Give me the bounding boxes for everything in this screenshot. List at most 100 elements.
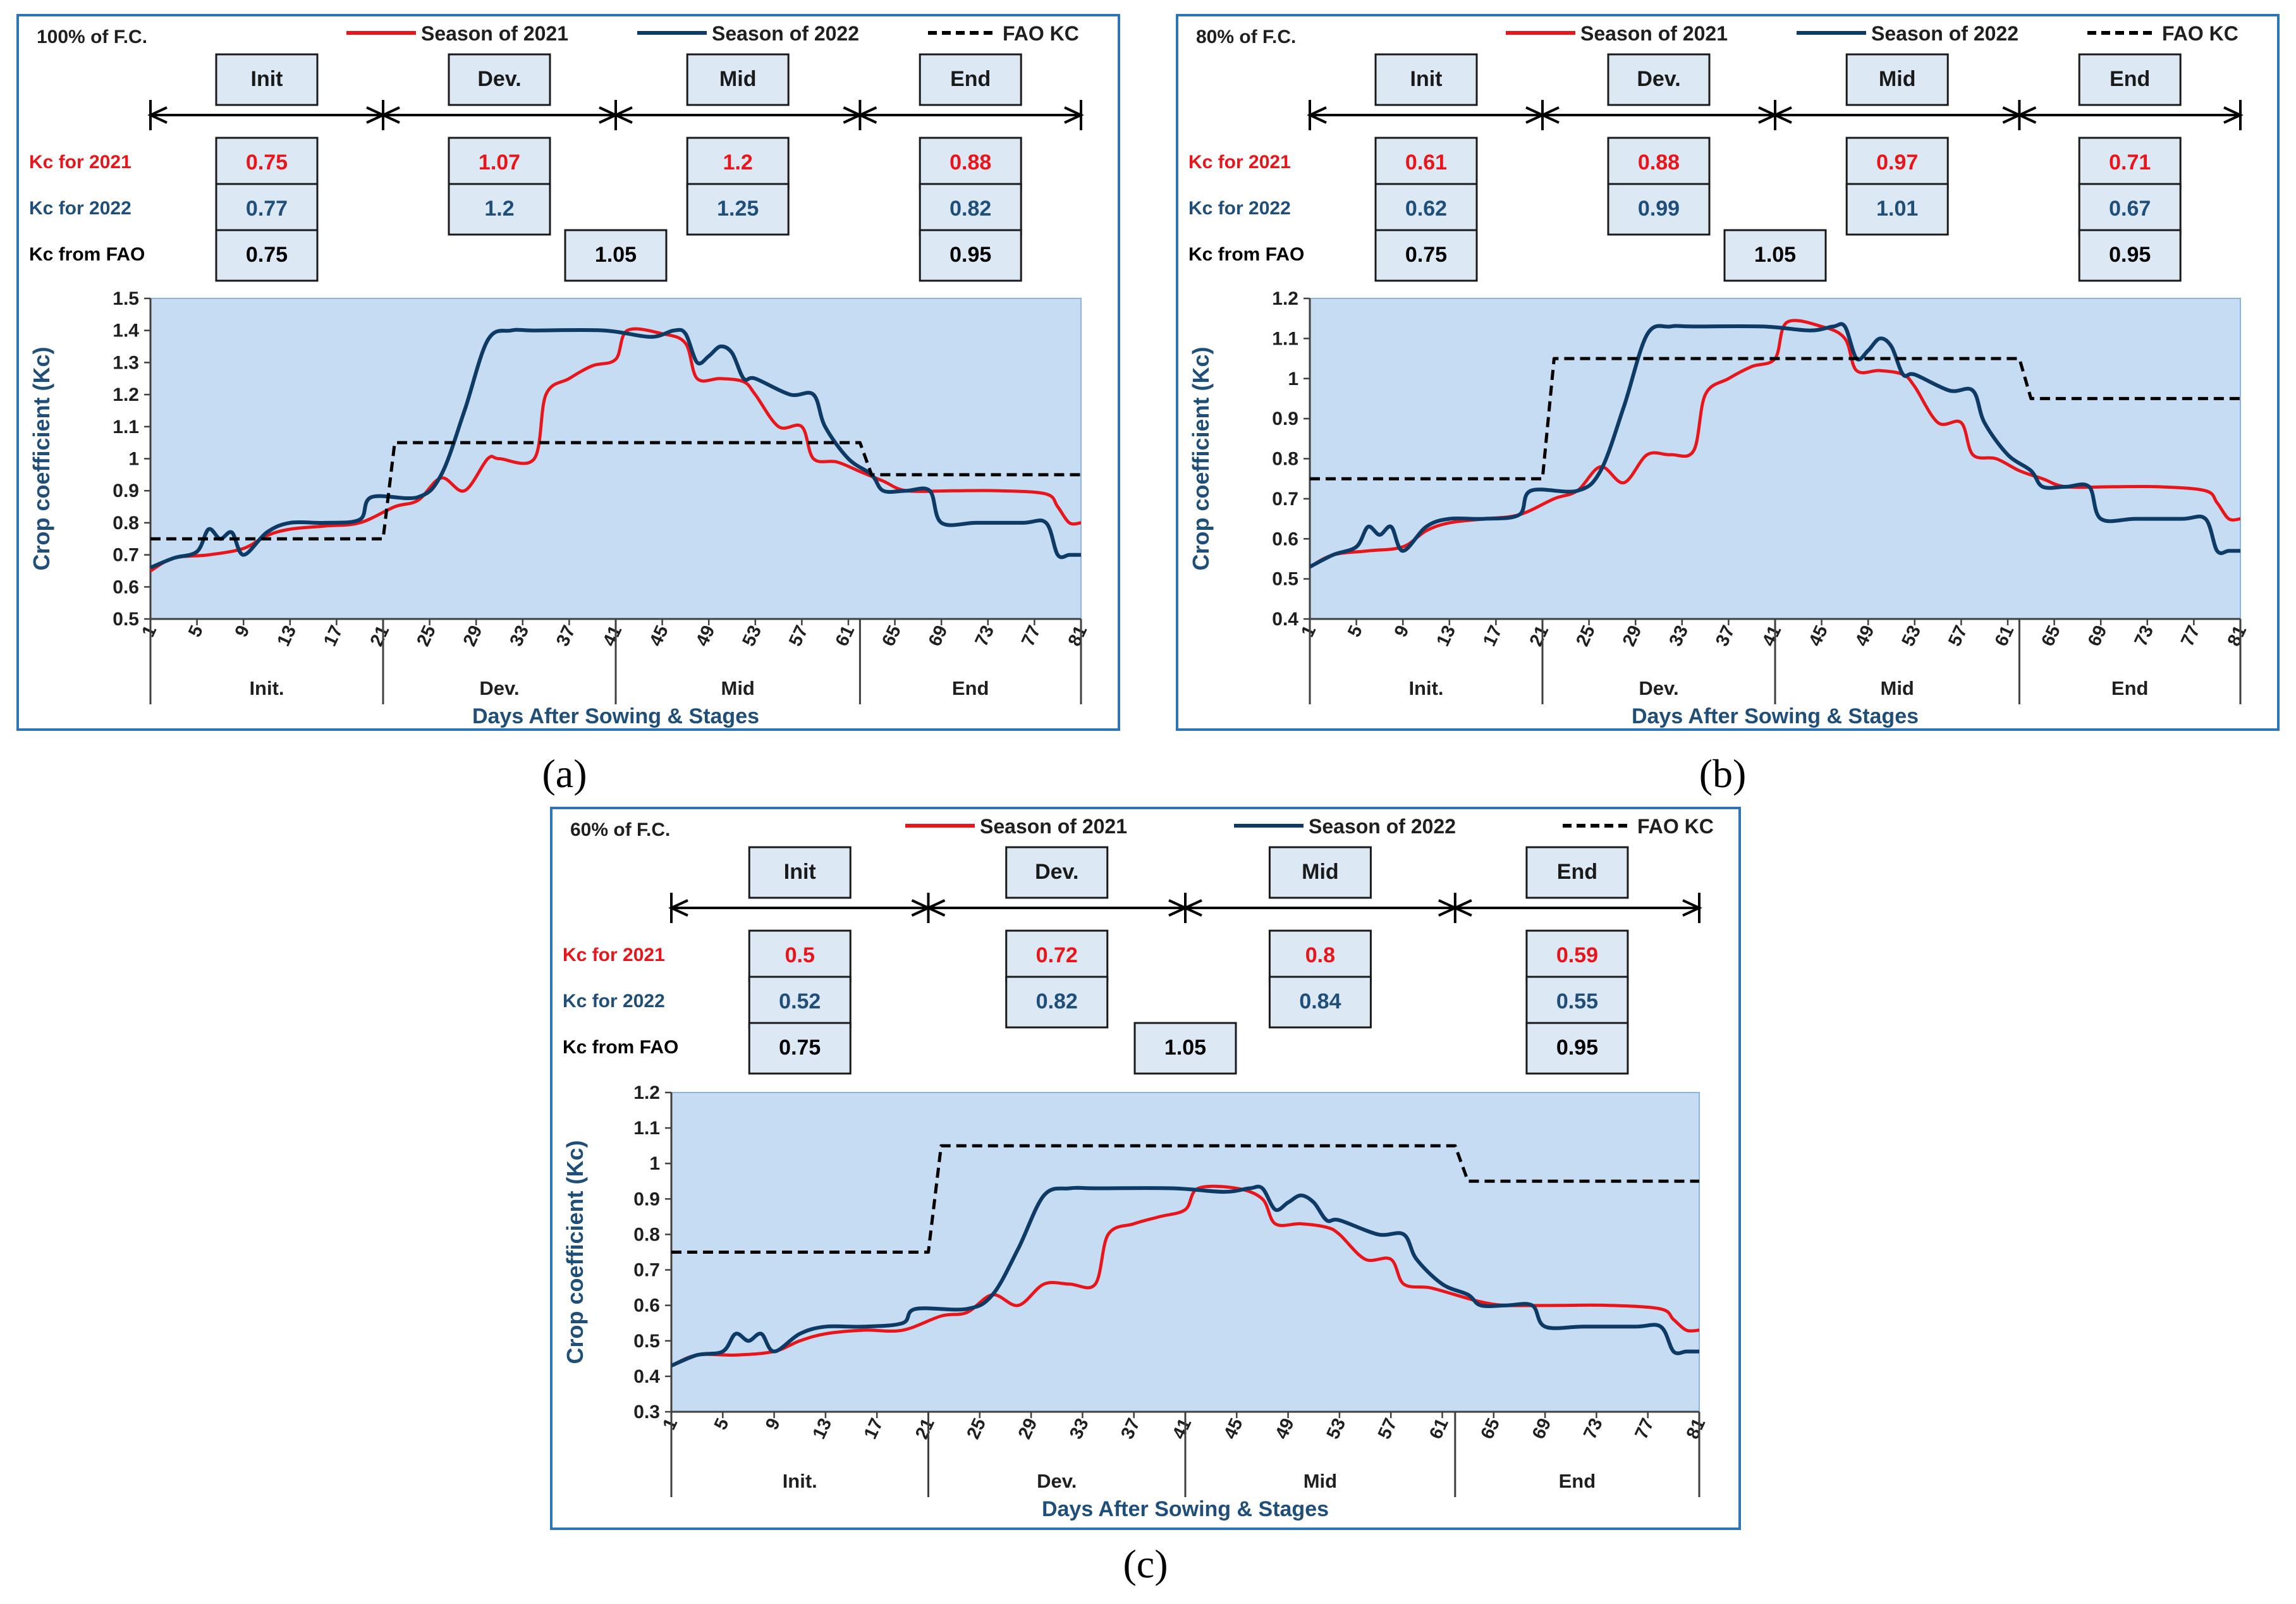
- y-tick-label: 0.4: [633, 1366, 660, 1387]
- stage-arrow-head: [1064, 106, 1084, 124]
- kc-2021-value: 0.88: [1638, 150, 1680, 174]
- stage-axis-label: Init.: [783, 1470, 817, 1492]
- panel-caption: (a): [542, 751, 587, 796]
- y-tick-label: 0.8: [633, 1224, 660, 1245]
- row-label-kc-2021: Kc for 2021: [1188, 152, 1291, 173]
- kc-2022-value: 0.84: [1299, 989, 1341, 1013]
- kc-2021-value: 0.72: [1036, 943, 1078, 967]
- kc-2022-value: 1.01: [1876, 197, 1918, 221]
- stage-arrow-head: [857, 106, 877, 124]
- x-axis-title: Days After Sowing & Stages: [1632, 704, 1919, 728]
- row-label-kc-2022: Kc for 2022: [29, 198, 131, 219]
- y-tick-label: 1: [128, 449, 139, 470]
- y-tick-label: 0.8: [1272, 449, 1298, 470]
- plot-area: [1309, 298, 2241, 620]
- y-tick-label: 1.2: [1272, 288, 1298, 309]
- stage-arrow-head: [1307, 106, 1327, 124]
- panel-title: 80% of F.C.: [1196, 27, 1296, 47]
- series-line-s2022: [149, 328, 1081, 570]
- stage-header-box: [2078, 53, 2182, 106]
- kc-2022-value: 0.82: [950, 197, 991, 221]
- y-tick-label: 0.6: [633, 1295, 660, 1316]
- kc-2022-box: [686, 183, 790, 236]
- stage-header-box: [1525, 846, 1629, 899]
- kc-fao-box: [2078, 229, 2182, 282]
- stage-arrow-head: [1452, 899, 1472, 917]
- stage-header-box: [1005, 846, 1109, 899]
- y-tick-label: 1.1: [1272, 328, 1298, 349]
- stage-axis-label: Mid: [1304, 1470, 1337, 1492]
- kc-2022-value: 1.25: [717, 197, 759, 221]
- kc-2022-box: [1005, 976, 1109, 1029]
- stage-arrow-head: [925, 899, 946, 917]
- kc-2021-value: 0.59: [1556, 943, 1598, 967]
- y-tick-label: 1.4: [113, 321, 139, 341]
- stage-axis-label: End: [1559, 1470, 1596, 1492]
- kc-2021-value: 1.07: [479, 150, 520, 174]
- stage-header-box: [1845, 53, 1949, 106]
- y-tick-label: 1.2: [633, 1082, 660, 1103]
- stage-axis-label: Init.: [1408, 677, 1443, 699]
- kc-fao-box: [564, 229, 668, 282]
- chart-panel-b: 80% of F.C. Season of 2021 Season of 2022 F…: [1176, 14, 2280, 731]
- kc-2021-box: [1607, 137, 1711, 190]
- kc-fao-value: 0.75: [1405, 243, 1447, 267]
- series-line-s2022: [1309, 322, 2240, 569]
- kc-fao-box: [919, 229, 1022, 282]
- panel-caption: (b): [1699, 751, 1747, 796]
- kc-2022-value: 0.67: [2109, 197, 2151, 221]
- stage-header-box: [448, 53, 551, 106]
- y-axis-title: Crop coefficient (Kc): [562, 1140, 588, 1364]
- stage-arrow-head: [1682, 899, 1702, 917]
- kc-2021-value: 0.88: [950, 150, 991, 174]
- chart-panel-c: 60% of F.C. Season of 2021 Season of 2022 F…: [550, 807, 1741, 1530]
- legend-label-s2021: Season of 2021: [1580, 22, 1728, 45]
- kc-2022-box: [1845, 183, 1949, 236]
- stage-header-label: Dev.: [1035, 860, 1078, 884]
- stage-arrow-head: [1182, 899, 1202, 917]
- stage-header-label: Dev.: [477, 67, 521, 91]
- row-label-kc-2021: Kc for 2021: [563, 945, 665, 965]
- kc-2021-box: [1525, 929, 1629, 983]
- kc-2022-value: 0.52: [779, 989, 821, 1013]
- legend-label-s2022: Season of 2022: [1309, 815, 1456, 838]
- y-tick-label: 1: [1288, 369, 1298, 389]
- y-tick-label: 0.5: [633, 1331, 660, 1352]
- row-label-kc-fao: Kc from FAO: [1188, 244, 1304, 265]
- kc-2022-box: [448, 183, 551, 236]
- stage-axis-label: Init.: [249, 677, 284, 699]
- y-tick-label: 0.5: [113, 609, 139, 630]
- series-line-s2022: [670, 1184, 1699, 1368]
- y-tick-label: 1.1: [113, 417, 139, 438]
- stage-axis-label: Dev.: [479, 677, 519, 699]
- legend-label-s2021: Season of 2021: [421, 22, 568, 45]
- kc-2021-box: [1845, 137, 1949, 190]
- kc-2022-box: [919, 183, 1022, 236]
- stage-header-label: End: [1557, 860, 1597, 884]
- kc-fao-value: 1.05: [595, 243, 637, 267]
- series-line-fao: [671, 1144, 1699, 1254]
- stage-arrow-head: [668, 899, 688, 917]
- stage-header-label: Mid: [1302, 860, 1339, 884]
- kc-2022-value: 0.77: [246, 197, 288, 221]
- kc-2021-value: 0.8: [1305, 943, 1335, 967]
- stage-header-label: Init: [251, 67, 283, 91]
- kc-fao-value: 0.75: [779, 1036, 821, 1060]
- stage-axis-label: End: [2111, 677, 2149, 699]
- kc-2021-box: [215, 137, 319, 190]
- kc-2022-value: 0.55: [1556, 989, 1598, 1013]
- stage-axis-label: Mid: [1881, 677, 1914, 699]
- stage-header-label: End: [2110, 67, 2150, 91]
- kc-fao-box: [215, 229, 319, 282]
- panel-caption: (c): [1123, 1541, 1168, 1586]
- kc-2021-value: 0.5: [785, 943, 815, 967]
- y-tick-label: 0.8: [113, 513, 139, 534]
- plot-area: [150, 298, 1082, 620]
- kc-fao-box: [1133, 1022, 1237, 1075]
- stage-header-label: Mid: [719, 67, 757, 91]
- stage-header-box: [215, 53, 319, 106]
- y-tick-label: 0.7: [113, 545, 139, 566]
- legend-label-fao: FAO KC: [2162, 22, 2238, 45]
- kc-2021-box: [748, 929, 852, 983]
